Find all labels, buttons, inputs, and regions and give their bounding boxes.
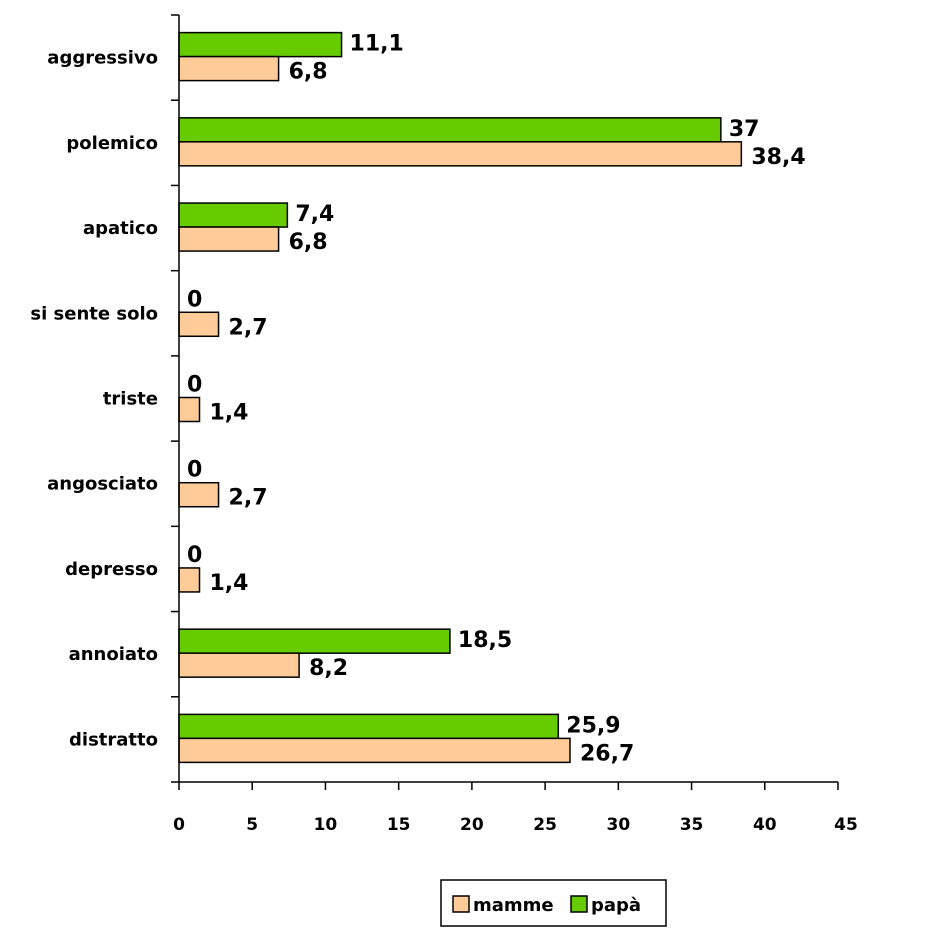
category-label: angosciato	[47, 474, 158, 495]
data-label-mamme: 6,8	[289, 60, 328, 85]
bar-papa	[178, 713, 560, 740]
x-tick-label: 30	[606, 815, 630, 835]
data-label-papa: 37	[729, 117, 760, 142]
data-label-papa: 0	[187, 287, 202, 312]
category-label: distratto	[69, 729, 158, 750]
category-label: si sente solo	[30, 303, 158, 324]
legend-swatch-mamme	[452, 895, 470, 913]
legend-swatch-papa	[570, 895, 588, 913]
category-label: annoiato	[69, 644, 158, 665]
data-label-papa: 0	[187, 543, 202, 568]
category-label: triste	[103, 389, 158, 410]
x-tick-label: 5	[246, 815, 258, 835]
bar-papa	[178, 202, 289, 228]
category-label: polemico	[66, 133, 158, 154]
data-label-mamme: 2,7	[229, 486, 268, 511]
x-tick-label: 10	[314, 815, 338, 835]
x-tick-label: 45	[834, 815, 858, 835]
bar-papa	[178, 117, 722, 143]
data-label-mamme: 8,2	[309, 656, 348, 681]
bar-mamme	[178, 141, 743, 167]
data-label-papa: 11,1	[350, 32, 404, 57]
data-label-papa: 7,4	[295, 202, 334, 227]
data-label-mamme: 26,7	[580, 741, 634, 766]
bar-mamme	[178, 737, 571, 764]
legend-label-papa: papà	[591, 895, 641, 916]
category-label: apatico	[83, 218, 158, 239]
bar-mamme	[178, 481, 220, 508]
bar-mamme	[178, 55, 280, 82]
x-tick-label: 0	[173, 815, 185, 835]
data-label-mamme: 6,8	[289, 230, 328, 255]
x-tick-label: 20	[460, 815, 484, 835]
category-label: depresso	[65, 559, 158, 580]
legend-label-mamme: mamme	[473, 895, 554, 916]
x-tick-label: 25	[533, 815, 557, 835]
bar-mamme	[178, 396, 201, 423]
bar-mamme	[178, 567, 201, 593]
data-label-papa: 0	[187, 373, 202, 398]
data-label-mamme: 38,4	[751, 145, 805, 170]
x-tick-label: 40	[753, 815, 777, 835]
data-label-mamme: 1,4	[210, 401, 249, 426]
data-label-papa: 25,9	[566, 713, 620, 738]
data-label-mamme: 2,7	[229, 315, 268, 340]
category-label: aggressivo	[47, 48, 158, 69]
x-tick-label: 35	[680, 815, 704, 835]
bar-mamme	[178, 652, 300, 678]
bar-papa	[178, 628, 451, 654]
data-label-mamme: 1,4	[210, 571, 249, 596]
bar-mamme	[178, 226, 280, 252]
bar-mamme	[178, 311, 220, 338]
x-tick-label: 15	[387, 815, 411, 835]
data-label-papa: 18,5	[458, 628, 512, 653]
bar-papa	[178, 31, 343, 58]
legend-box	[440, 879, 667, 927]
data-label-papa: 0	[187, 458, 202, 483]
